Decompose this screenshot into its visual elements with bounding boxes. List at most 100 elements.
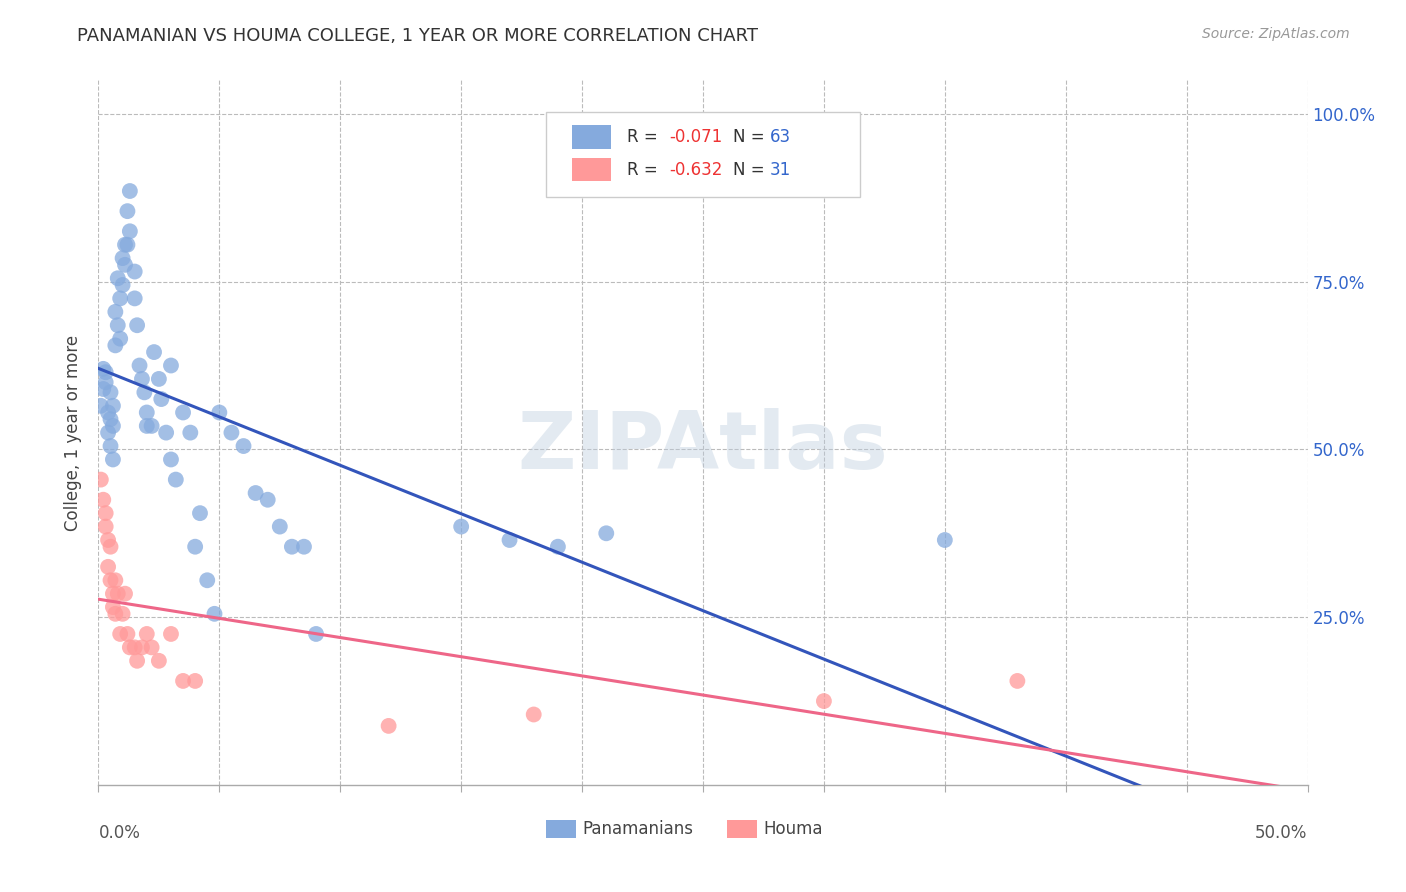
Point bbox=[204, 607, 226, 621]
Point bbox=[94, 365, 117, 379]
Point bbox=[107, 587, 129, 601]
Point bbox=[100, 385, 122, 400]
Point bbox=[256, 492, 278, 507]
Point bbox=[104, 574, 127, 588]
Point bbox=[117, 627, 139, 641]
Point bbox=[131, 372, 153, 386]
Point bbox=[97, 533, 120, 547]
Point bbox=[165, 473, 187, 487]
Text: ZIPAtlas: ZIPAtlas bbox=[517, 408, 889, 486]
Text: N =: N = bbox=[734, 128, 770, 146]
Point bbox=[94, 519, 117, 533]
Point bbox=[135, 405, 157, 419]
Point bbox=[141, 640, 163, 655]
Point bbox=[118, 640, 141, 655]
Point bbox=[108, 332, 131, 346]
Point bbox=[104, 607, 127, 621]
Point bbox=[179, 425, 201, 440]
FancyBboxPatch shape bbox=[727, 821, 758, 838]
Point bbox=[111, 277, 134, 292]
Point bbox=[208, 405, 231, 419]
Point bbox=[131, 640, 153, 655]
Point bbox=[160, 359, 183, 373]
Point bbox=[117, 237, 139, 252]
Point bbox=[184, 540, 207, 554]
Point bbox=[117, 204, 139, 219]
Point bbox=[221, 425, 243, 440]
Point bbox=[135, 418, 157, 433]
Text: N =: N = bbox=[734, 161, 770, 178]
Point bbox=[101, 399, 124, 413]
Point bbox=[595, 526, 617, 541]
Text: -0.071: -0.071 bbox=[669, 128, 723, 146]
Point bbox=[100, 412, 122, 426]
Point bbox=[118, 184, 141, 198]
Point bbox=[134, 385, 156, 400]
Point bbox=[141, 418, 163, 433]
Point bbox=[281, 540, 304, 554]
Point bbox=[101, 418, 124, 433]
Point bbox=[450, 519, 472, 533]
Point bbox=[127, 654, 149, 668]
Point bbox=[104, 305, 127, 319]
Point bbox=[547, 540, 569, 554]
Point bbox=[101, 587, 124, 601]
Point bbox=[498, 533, 520, 547]
Text: Houma: Houma bbox=[763, 820, 823, 838]
Point bbox=[195, 574, 218, 588]
Point bbox=[107, 318, 129, 333]
FancyBboxPatch shape bbox=[546, 821, 576, 838]
Point bbox=[100, 439, 122, 453]
Point bbox=[269, 519, 291, 533]
Point bbox=[108, 292, 131, 306]
Point bbox=[118, 224, 141, 238]
Point bbox=[108, 627, 131, 641]
Point bbox=[91, 362, 114, 376]
Point bbox=[101, 600, 124, 615]
Point bbox=[128, 359, 150, 373]
Text: 50.0%: 50.0% bbox=[1256, 823, 1308, 842]
Text: -0.632: -0.632 bbox=[669, 161, 723, 178]
Point bbox=[150, 392, 173, 406]
Point bbox=[114, 237, 136, 252]
Point bbox=[232, 439, 254, 453]
Point bbox=[934, 533, 956, 547]
Point bbox=[97, 425, 120, 440]
Point bbox=[160, 452, 183, 467]
Point bbox=[94, 506, 117, 520]
Point bbox=[292, 540, 315, 554]
Point bbox=[124, 292, 146, 306]
Point bbox=[160, 627, 183, 641]
Point bbox=[124, 640, 146, 655]
Point bbox=[184, 673, 207, 688]
Point bbox=[97, 559, 120, 574]
Point bbox=[813, 694, 835, 708]
Point bbox=[97, 405, 120, 419]
FancyBboxPatch shape bbox=[572, 158, 612, 181]
Point bbox=[127, 318, 149, 333]
Text: R =: R = bbox=[627, 161, 662, 178]
Text: 63: 63 bbox=[769, 128, 790, 146]
Text: R =: R = bbox=[627, 128, 662, 146]
Point bbox=[104, 338, 127, 352]
FancyBboxPatch shape bbox=[546, 112, 860, 196]
Text: 31: 31 bbox=[769, 161, 790, 178]
Point bbox=[305, 627, 328, 641]
Text: Source: ZipAtlas.com: Source: ZipAtlas.com bbox=[1202, 27, 1350, 41]
Point bbox=[148, 654, 170, 668]
Point bbox=[172, 405, 194, 419]
Point bbox=[124, 264, 146, 278]
Point bbox=[135, 627, 157, 641]
Point bbox=[523, 707, 546, 722]
Point bbox=[90, 473, 112, 487]
Point bbox=[111, 607, 134, 621]
FancyBboxPatch shape bbox=[572, 126, 612, 149]
Point bbox=[377, 719, 399, 733]
Y-axis label: College, 1 year or more: College, 1 year or more bbox=[63, 334, 82, 531]
Point bbox=[1007, 673, 1029, 688]
Point bbox=[172, 673, 194, 688]
Point bbox=[148, 372, 170, 386]
Point bbox=[94, 376, 117, 390]
Point bbox=[114, 587, 136, 601]
Text: PANAMANIAN VS HOUMA COLLEGE, 1 YEAR OR MORE CORRELATION CHART: PANAMANIAN VS HOUMA COLLEGE, 1 YEAR OR M… bbox=[77, 27, 758, 45]
